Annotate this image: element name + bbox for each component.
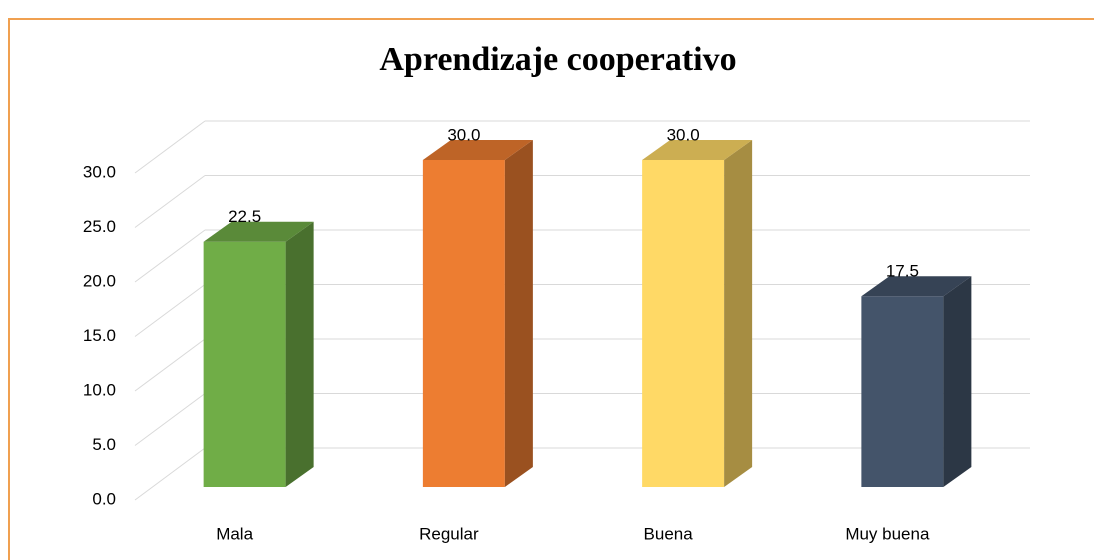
bar [203, 221, 314, 487]
bar [861, 276, 972, 487]
bar-top [203, 221, 314, 242]
bar-top [861, 276, 972, 297]
bar-front [422, 160, 505, 487]
grid-line [134, 175, 206, 228]
y-tick-label: 15.0 [83, 326, 116, 345]
y-tick-label: 10.0 [83, 380, 116, 399]
bar-top [422, 140, 533, 160]
data-label: 30.0 [447, 125, 480, 144]
x-tick-label: Regular [419, 524, 479, 543]
bar-front [861, 296, 944, 487]
bar-side [285, 221, 314, 487]
y-tick-label: 25.0 [83, 217, 116, 236]
grid-line [134, 120, 206, 174]
y-tick-label: 5.0 [92, 435, 116, 454]
chart-title: Aprendizaje cooperativo [379, 41, 736, 78]
bar-top [642, 140, 753, 160]
grid-line [134, 447, 206, 501]
y-tick-label: 0.0 [92, 489, 116, 508]
x-tick-label: Buena [644, 524, 694, 543]
grid-line [134, 229, 206, 283]
data-label: 30.0 [667, 125, 700, 144]
grid-line [134, 284, 206, 337]
bar [642, 140, 753, 487]
bar-front [642, 160, 725, 487]
bar [422, 140, 533, 487]
grid-line [134, 338, 206, 392]
grid-line [134, 393, 206, 446]
bar-front [203, 241, 286, 487]
y-tick-label: 30.0 [83, 162, 116, 181]
data-label: 22.5 [228, 207, 261, 226]
frame [8, 18, 1094, 560]
x-tick-label: Muy buena [845, 524, 930, 543]
bar-side [504, 140, 533, 487]
x-tick-label: Mala [216, 524, 253, 543]
bar-side [943, 276, 972, 487]
data-label: 17.5 [886, 262, 919, 281]
y-tick-label: 20.0 [83, 271, 116, 290]
bar-side [724, 140, 753, 487]
